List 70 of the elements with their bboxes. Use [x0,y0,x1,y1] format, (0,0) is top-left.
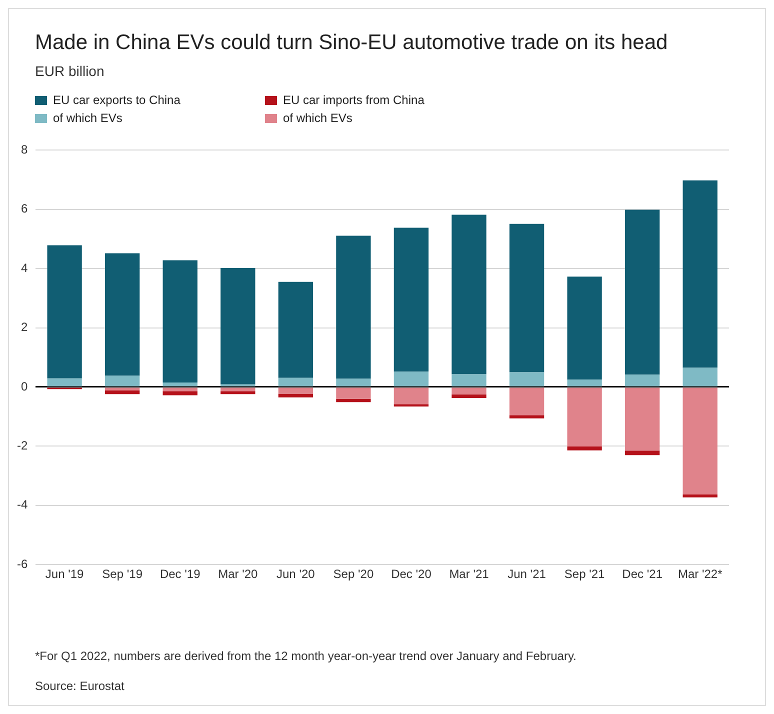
bar [509,415,544,418]
bar [47,378,82,386]
bar [567,446,602,450]
y-tick-label: -4 [17,498,28,512]
bar [105,253,140,376]
bar [220,268,256,384]
bar [682,368,718,386]
bar [625,210,660,375]
source-note: Source: Eurostat [35,679,126,693]
bar [162,260,198,383]
legend-label: EU car exports to China [53,93,180,107]
x-tick-label: Sep '19 [102,567,143,582]
bar [278,282,313,378]
x-tick-label: Mar '22* [678,567,723,582]
bar [162,382,198,386]
x-tick-label: Sep '20 [333,567,374,582]
bar [394,228,429,372]
y-tick-label: -2 [17,438,28,453]
legend-label: of which EVs [283,111,352,125]
x-tick-label: Jun '21 [508,567,546,582]
bar [162,391,198,396]
chart-subtitle: EUR billion [34,62,106,79]
x-tick-label: Dec '20 [391,567,432,582]
bar [509,224,544,372]
bar [278,388,313,394]
x-tick-label: Jun '20 [276,567,316,582]
bar [625,388,660,451]
bar [394,404,429,407]
bar [567,276,602,380]
legend-label: EU car imports from China [283,93,424,107]
legend-label: of which EVs [53,111,122,125]
x-tick-label: Mar '21 [449,567,490,582]
bar [682,494,718,498]
text: *For Q1 2022, numbers are derived from the 12 month year-on-year trend over January and February. [35,649,576,663]
bar [625,374,660,386]
bar [625,450,660,456]
bar [105,390,140,394]
bar [336,236,371,379]
bar [336,378,371,386]
chart-title: Made in China EVs could turn Sino-EU automotive trade on its head [34,30,669,55]
bar [220,391,256,394]
bar [47,245,82,378]
bar [682,180,718,368]
y-tick-label: 4 [20,260,28,275]
bar [105,376,140,386]
x-tick-label: Sep '21 [564,567,606,582]
y-tick-label: 6 [20,202,28,216]
x-tick-label: Mar '20 [218,567,258,582]
bar [336,388,371,399]
x-tick-label: Dec '19 [160,567,201,582]
bar [278,394,313,398]
bar [452,214,486,374]
bar [452,388,486,394]
bar [278,378,313,386]
y-tick-label: -6 [17,556,28,571]
bar [567,388,602,446]
y-tick-label: 0 [20,379,28,394]
y-tick-label: 2 [20,320,28,334]
x-tick-label: Jun '19 [45,567,84,582]
bar [682,388,718,494]
bar [509,372,544,386]
bar [509,388,544,416]
y-tick-label: 8 [20,142,28,157]
bar [336,398,371,402]
x-tick-label: Dec '21 [622,567,663,582]
bar [394,388,429,404]
bar [394,372,429,386]
bar [567,380,602,386]
bar [452,394,486,398]
bar [452,374,486,386]
